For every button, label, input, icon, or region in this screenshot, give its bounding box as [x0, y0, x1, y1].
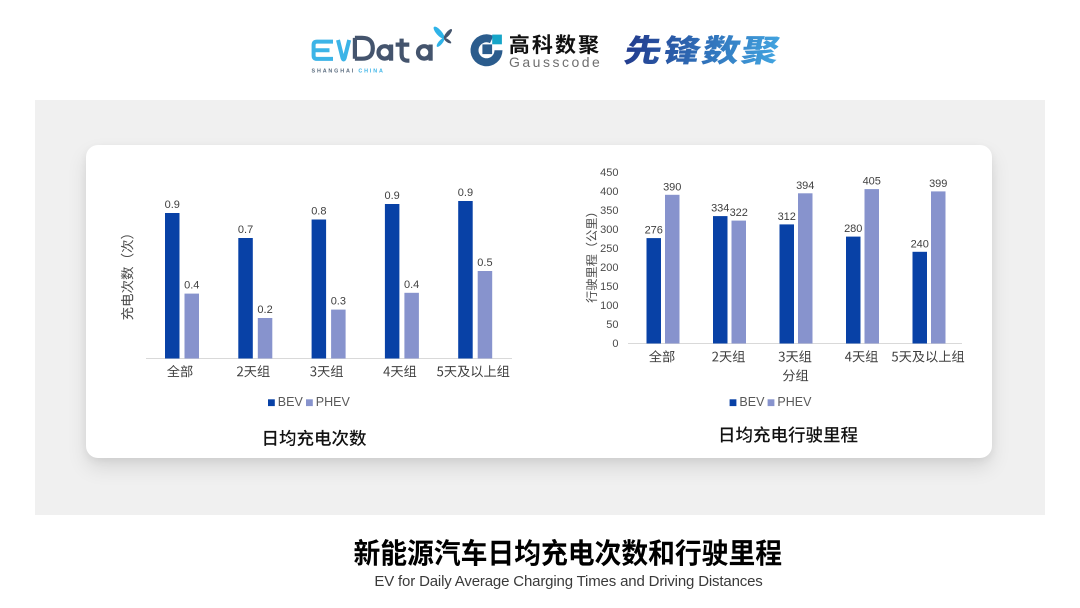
svg-text:399: 399: [929, 178, 947, 190]
svg-text:450: 450: [600, 167, 618, 179]
svg-text:0.4: 0.4: [404, 279, 419, 291]
svg-text:0.7: 0.7: [238, 224, 253, 236]
svg-text:400: 400: [600, 186, 618, 198]
svg-text:200: 200: [600, 262, 618, 274]
svg-text:300: 300: [600, 224, 618, 236]
svg-text:0.9: 0.9: [385, 190, 400, 202]
svg-text:334: 334: [711, 203, 729, 215]
svg-text:SHANGHAI CHINA: SHANGHAI CHINA: [312, 69, 385, 75]
svg-text:276: 276: [645, 225, 663, 237]
svg-text:PHEV: PHEV: [777, 395, 812, 409]
svg-text:405: 405: [863, 176, 881, 188]
svg-text:240: 240: [911, 238, 929, 250]
svg-text:EV for Daily Average Charging: EV for Daily Average Charging Times and …: [374, 573, 762, 590]
svg-text:312: 312: [778, 211, 796, 223]
svg-text:0.9: 0.9: [458, 187, 473, 199]
svg-text:0.9: 0.9: [165, 199, 180, 211]
svg-text:350: 350: [600, 205, 618, 217]
svg-text:BEV: BEV: [739, 395, 765, 409]
svg-text:394: 394: [796, 180, 814, 192]
svg-text:Gausscode: Gausscode: [509, 54, 602, 70]
svg-text:390: 390: [663, 181, 681, 193]
svg-text:0: 0: [612, 338, 618, 350]
svg-text:0.4: 0.4: [184, 280, 199, 292]
svg-text:150: 150: [600, 281, 618, 293]
svg-text:0.3: 0.3: [331, 296, 346, 308]
svg-text:322: 322: [730, 207, 748, 219]
svg-text:0.5: 0.5: [477, 257, 492, 269]
svg-text:50: 50: [606, 319, 618, 331]
svg-text:PHEV: PHEV: [316, 395, 351, 409]
svg-text:100: 100: [600, 300, 618, 312]
svg-text:0.2: 0.2: [257, 304, 272, 316]
svg-text:280: 280: [844, 223, 862, 235]
svg-text:0.8: 0.8: [311, 206, 326, 218]
svg-text:BEV: BEV: [278, 395, 304, 409]
svg-text:250: 250: [600, 243, 618, 255]
